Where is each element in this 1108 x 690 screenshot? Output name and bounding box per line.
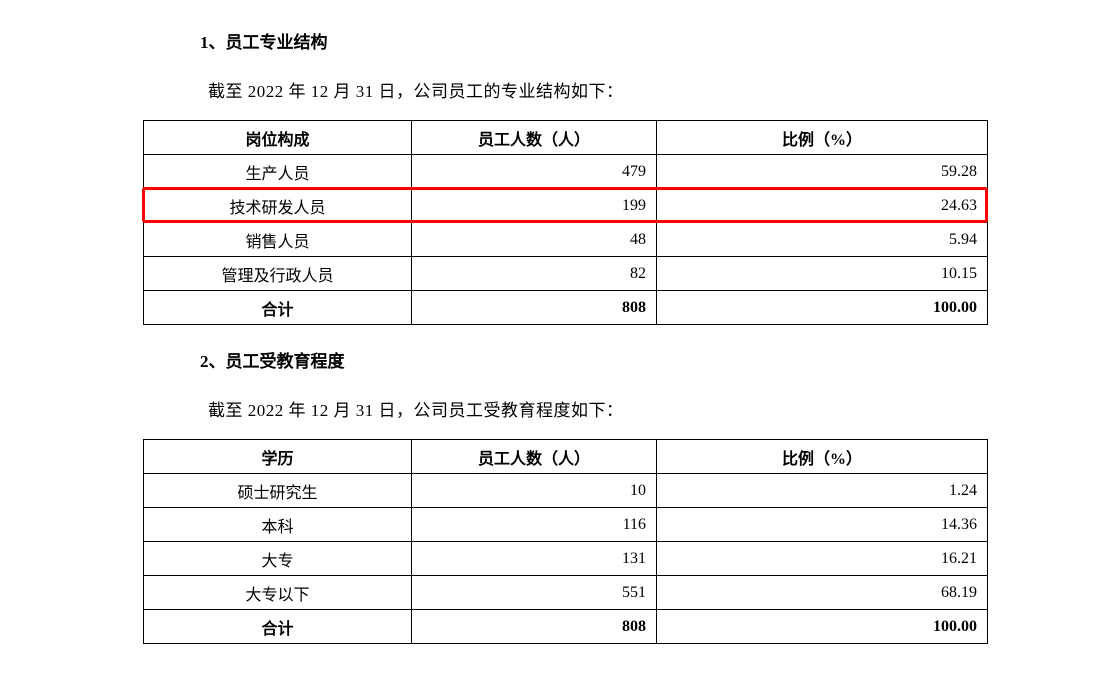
row-count: 199 bbox=[412, 189, 657, 223]
col-header-position: 岗位构成 bbox=[144, 121, 412, 155]
section1-heading: 1、员工专业结构 bbox=[200, 28, 1108, 53]
row-count: 10 bbox=[412, 474, 657, 508]
total-pct: 100.00 bbox=[657, 610, 988, 644]
table-row: 本科11614.36 bbox=[144, 508, 988, 542]
table-row: 销售人员485.94 bbox=[144, 223, 988, 257]
table-row: 大专以下55168.19 bbox=[144, 576, 988, 610]
row-pct: 14.36 bbox=[657, 508, 988, 542]
total-label: 合计 bbox=[144, 291, 412, 325]
row-count: 479 bbox=[412, 155, 657, 189]
row-pct: 1.24 bbox=[657, 474, 988, 508]
row-count: 551 bbox=[412, 576, 657, 610]
row-label: 管理及行政人员 bbox=[144, 257, 412, 291]
section2-heading: 2、员工受教育程度 bbox=[200, 347, 1108, 372]
col-header-count: 员工人数（人） bbox=[412, 121, 657, 155]
section1-body-text: 截至 2022 年 12 月 31 日，公司员工的专业结构如下： bbox=[208, 77, 1108, 102]
table-header-row: 岗位构成 员工人数（人） 比例（%） bbox=[144, 121, 988, 155]
row-label: 大专 bbox=[144, 542, 412, 576]
table-row: 技术研发人员19924.63 bbox=[144, 189, 988, 223]
employee-education-table: 学历 员工人数（人） 比例（%） 硕士研究生101.24本科11614.36大专… bbox=[143, 439, 988, 644]
row-count: 48 bbox=[412, 223, 657, 257]
table1-wrap: 岗位构成 员工人数（人） 比例（%） 生产人员47959.28技术研发人员199… bbox=[143, 120, 987, 325]
table-row: 硕士研究生101.24 bbox=[144, 474, 988, 508]
row-label: 本科 bbox=[144, 508, 412, 542]
total-count: 808 bbox=[412, 610, 657, 644]
row-pct: 16.21 bbox=[657, 542, 988, 576]
table-total-row: 合计808100.00 bbox=[144, 610, 988, 644]
table2-wrap: 学历 员工人数（人） 比例（%） 硕士研究生101.24本科11614.36大专… bbox=[143, 439, 987, 644]
table-row: 管理及行政人员8210.15 bbox=[144, 257, 988, 291]
row-count: 116 bbox=[412, 508, 657, 542]
col-header-degree: 学历 bbox=[144, 440, 412, 474]
row-label: 硕士研究生 bbox=[144, 474, 412, 508]
employee-structure-table: 岗位构成 员工人数（人） 比例（%） 生产人员47959.28技术研发人员199… bbox=[143, 120, 988, 325]
table-total-row: 合计808100.00 bbox=[144, 291, 988, 325]
document-body: 1、员工专业结构 截至 2022 年 12 月 31 日，公司员工的专业结构如下… bbox=[0, 28, 1108, 644]
total-pct: 100.00 bbox=[657, 291, 988, 325]
col-header-pct: 比例（%） bbox=[657, 440, 988, 474]
row-pct: 24.63 bbox=[657, 189, 988, 223]
table-row: 大专13116.21 bbox=[144, 542, 988, 576]
total-label: 合计 bbox=[144, 610, 412, 644]
col-header-pct: 比例（%） bbox=[657, 121, 988, 155]
section2-body-text: 截至 2022 年 12 月 31 日，公司员工受教育程度如下： bbox=[208, 396, 1108, 421]
total-count: 808 bbox=[412, 291, 657, 325]
row-pct: 59.28 bbox=[657, 155, 988, 189]
row-label: 销售人员 bbox=[144, 223, 412, 257]
col-header-count: 员工人数（人） bbox=[412, 440, 657, 474]
row-pct: 68.19 bbox=[657, 576, 988, 610]
table-row: 生产人员47959.28 bbox=[144, 155, 988, 189]
row-count: 82 bbox=[412, 257, 657, 291]
row-label: 技术研发人员 bbox=[144, 189, 412, 223]
table-header-row: 学历 员工人数（人） 比例（%） bbox=[144, 440, 988, 474]
row-label: 大专以下 bbox=[144, 576, 412, 610]
row-pct: 5.94 bbox=[657, 223, 988, 257]
row-count: 131 bbox=[412, 542, 657, 576]
row-pct: 10.15 bbox=[657, 257, 988, 291]
row-label: 生产人员 bbox=[144, 155, 412, 189]
